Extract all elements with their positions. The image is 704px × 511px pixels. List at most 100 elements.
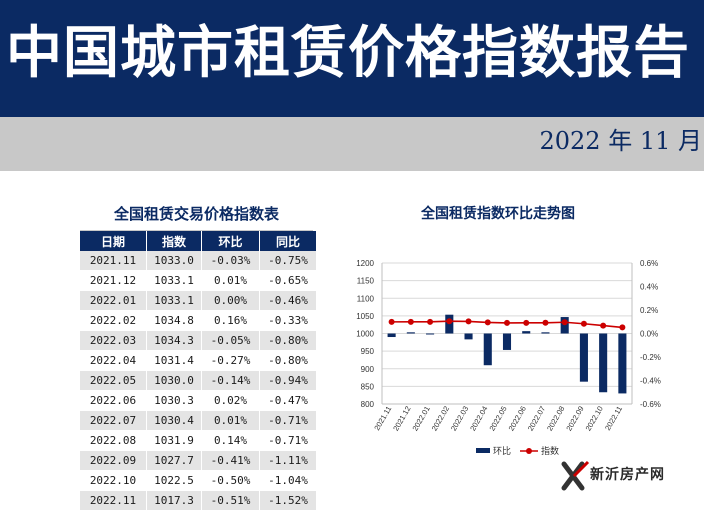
- y-left-tick-label: 950: [361, 347, 375, 356]
- bar-mom: [541, 332, 550, 334]
- cell-index: 1034.3: [146, 330, 202, 351]
- point-index: [465, 318, 472, 325]
- cell-date: 2022.06: [80, 390, 147, 411]
- cell-mom: -0.41%: [201, 450, 260, 471]
- cell-date: 2021.12: [80, 270, 147, 291]
- cell-mom: 0.02%: [201, 390, 260, 411]
- y-left-tick-label: 850: [361, 382, 375, 391]
- chart-title: 全国租赁指数环比走势图: [421, 206, 575, 222]
- legend-marker-index: [526, 448, 532, 454]
- legend-label-mom: 环比: [493, 445, 511, 457]
- legend-label-index: 指数: [541, 445, 559, 457]
- table-row: 2021.11 1033.0 -0.03% -0.75%: [80, 251, 316, 271]
- legend-swatch-mom: [476, 448, 490, 453]
- table-row: 2022.01 1033.1 0.00% -0.46%: [80, 290, 316, 311]
- y-left-tick-label: 1200: [356, 259, 374, 268]
- table-row: 2022.09 1027.7 -0.41% -1.11%: [80, 450, 316, 471]
- cell-date: 2022.03: [80, 330, 147, 351]
- bar-mom: [426, 333, 435, 335]
- report-title: 中国城市租赁价格指数报告: [6, 21, 690, 86]
- cell-yoy: -0.75%: [259, 251, 316, 271]
- cell-yoy: -0.65%: [259, 270, 316, 291]
- cell-index: 1033.0: [146, 251, 202, 271]
- bar-mom: [522, 331, 531, 334]
- cell-yoy: -0.47%: [259, 390, 316, 411]
- cell-index: 1033.1: [146, 270, 202, 291]
- cell-date: 2022.09: [80, 450, 147, 471]
- bar-mom: [560, 317, 569, 334]
- point-index: [484, 319, 491, 326]
- bar-mom: [599, 333, 608, 393]
- col-header-yoy: 同比: [259, 231, 316, 251]
- cell-date: 2022.05: [80, 370, 147, 391]
- cell-yoy: -0.80%: [259, 330, 316, 351]
- cell-yoy: -0.71%: [259, 430, 316, 451]
- bar-mom: [406, 332, 415, 334]
- cell-date: 2022.04: [80, 350, 147, 371]
- y-right-tick-label: -0.2%: [640, 353, 661, 362]
- point-index: [580, 320, 587, 327]
- y-left-tick-label: 900: [361, 365, 375, 374]
- cell-yoy: -1.11%: [259, 450, 316, 471]
- table-row: 2022.07 1030.4 0.01% -0.71%: [80, 410, 316, 431]
- table-row: 2022.10 1022.5 -0.50% -1.04%: [80, 470, 316, 491]
- table-row: 2022.08 1031.9 0.14% -0.71%: [80, 430, 316, 451]
- header-banner: 中国城市租赁价格指数报告: [0, 0, 704, 117]
- cell-mom: 0.00%: [201, 290, 260, 311]
- point-index: [407, 318, 414, 325]
- cell-mom: 0.01%: [201, 410, 260, 431]
- table-row: 2022.03 1034.3 -0.05% -0.80%: [80, 330, 316, 351]
- point-index: [523, 319, 530, 326]
- table-row: 2022.02 1034.8 0.16% -0.33%: [80, 310, 316, 331]
- cell-date: 2022.07: [80, 410, 147, 431]
- cell-mom: -0.14%: [201, 370, 260, 391]
- cell-index: 1022.5: [146, 470, 202, 491]
- date-bar: [0, 117, 704, 171]
- point-index: [388, 318, 395, 325]
- y-left-tick-label: 1050: [356, 312, 374, 321]
- cell-yoy: -1.04%: [259, 470, 316, 491]
- bar-mom: [387, 333, 396, 338]
- cell-date: 2022.01: [80, 290, 147, 311]
- cell-mom: -0.05%: [201, 330, 260, 351]
- table-row: 2022.06 1030.3 0.02% -0.47%: [80, 390, 316, 411]
- cell-mom: 0.16%: [201, 310, 260, 331]
- y-left-tick-label: 1100: [357, 294, 375, 303]
- cell-index: 1034.8: [146, 310, 202, 331]
- y-right-tick-label: -0.4%: [640, 377, 661, 386]
- cell-yoy: -0.46%: [259, 290, 316, 311]
- point-index: [600, 322, 607, 329]
- point-index: [542, 319, 549, 326]
- cell-index: 1033.1: [146, 290, 202, 311]
- bar-mom: [502, 333, 512, 350]
- table-header-row: 日期 指数 环比 同比: [80, 231, 316, 251]
- cell-yoy: -0.33%: [259, 310, 316, 331]
- cell-mom: -0.27%: [201, 350, 260, 371]
- logo-text: 新沂房产网: [590, 467, 665, 483]
- report-date: 2022 年 11 月: [539, 127, 702, 155]
- point-index: [561, 319, 568, 326]
- cell-index: 1030.4: [146, 410, 202, 431]
- y-left-tick-label: 1000: [356, 330, 374, 339]
- y-left-tick-label: 1150: [357, 277, 375, 286]
- bar-mom: [618, 333, 627, 394]
- bar-mom: [464, 333, 473, 340]
- point-index: [446, 318, 453, 325]
- col-header-index: 指数: [146, 231, 202, 251]
- cell-mom: 0.14%: [201, 430, 260, 451]
- table-row: 2022.04 1031.4 -0.27% -0.80%: [80, 350, 316, 371]
- y-left-tick-label: 800: [361, 400, 375, 409]
- cell-index: 1030.0: [146, 370, 202, 391]
- cell-date: 2022.08: [80, 430, 147, 451]
- y-right-tick-label: 0.0%: [640, 330, 658, 339]
- x-tick-label: 2022.11: [603, 405, 624, 433]
- point-index: [427, 318, 434, 325]
- cell-index: 1031.4: [146, 350, 202, 371]
- y-right-tick-label: -0.6%: [640, 400, 661, 409]
- bar-mom: [483, 333, 492, 366]
- y-right-tick-label: 0.6%: [640, 259, 658, 268]
- cell-mom: -0.50%: [201, 470, 260, 491]
- table-row: 2021.12 1033.1 0.01% -0.65%: [80, 270, 316, 291]
- cell-index: 1030.3: [146, 390, 202, 411]
